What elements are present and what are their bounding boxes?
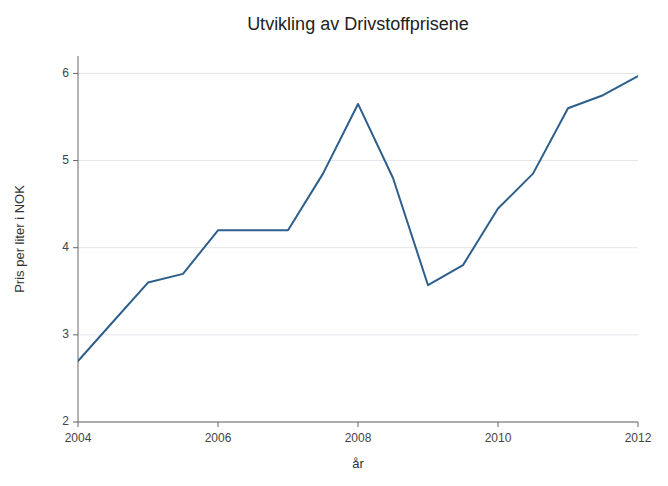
x-axis-label: år [352, 456, 364, 471]
y-tick [73, 334, 78, 335]
y-axis-label: Pris per liter i NOK [12, 185, 27, 293]
y-tick-label: 3 [62, 327, 69, 341]
grid [78, 73, 638, 422]
chart-container: 2 3 4 5 6 2004 2006 2008 2010 2012 Utvikling av Dr… [0, 0, 668, 486]
grid-line [78, 422, 638, 423]
x-tick [358, 422, 359, 427]
x-tick [498, 422, 499, 427]
y-tick [73, 422, 78, 423]
x-tick-label: 2006 [205, 431, 232, 445]
y-tick [73, 160, 78, 161]
data-line [78, 76, 638, 361]
y-tick [73, 73, 78, 74]
x-tick-label: 2004 [65, 431, 92, 445]
x-tick [218, 422, 219, 427]
plot-area [78, 76, 638, 361]
y-tick [73, 247, 78, 248]
grid-line [78, 334, 638, 335]
y-tick-label: 2 [62, 414, 69, 428]
y-tick-label: 6 [62, 66, 69, 80]
chart-title: Utvikling av Drivstoffprisene [247, 14, 469, 34]
x-axis-line [78, 422, 638, 423]
x-tick [638, 422, 639, 427]
y-axis-line [78, 56, 79, 422]
x-tick [78, 422, 79, 427]
chart: 2 3 4 5 6 2004 2006 2008 2010 2012 Utvikling av Dr… [0, 0, 668, 486]
y-tick-label: 5 [62, 153, 69, 167]
x-tick-label: 2012 [625, 431, 652, 445]
grid-line [78, 160, 638, 161]
x-tick-label: 2010 [485, 431, 512, 445]
axes: 2 3 4 5 6 2004 2006 2008 2010 2012 [62, 56, 651, 445]
x-tick-label: 2008 [345, 431, 372, 445]
y-tick-label: 4 [62, 240, 69, 254]
grid-line [78, 247, 638, 248]
grid-line [78, 73, 638, 74]
